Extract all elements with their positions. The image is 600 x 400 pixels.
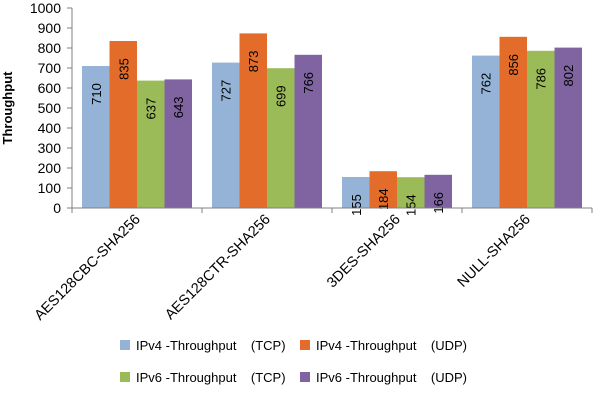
bar-value-label: 856	[506, 54, 521, 76]
bar	[424, 174, 452, 208]
bar-value-label: 643	[171, 97, 186, 119]
legend-label: IPv6 -Throughput (TCP)	[136, 370, 286, 385]
y-tick-label: 500	[38, 100, 62, 116]
bar-value-label: 184	[376, 188, 391, 210]
bar-value-label: 637	[144, 98, 159, 120]
bar	[82, 66, 110, 208]
y-tick-label: 400	[38, 120, 62, 136]
legend-label: IPv4 -Throughput (UDP)	[316, 338, 467, 353]
y-tick-label: 1000	[30, 0, 61, 16]
category-label: NULL-SHA256	[455, 212, 534, 291]
bar-value-label: 699	[274, 85, 289, 107]
y-tick-label: 900	[38, 20, 62, 36]
bar	[212, 62, 240, 208]
bar-value-label: 710	[89, 83, 104, 105]
y-tick-label: 300	[38, 140, 62, 156]
legend-swatch	[300, 340, 310, 350]
bar	[397, 177, 425, 208]
bar	[369, 171, 397, 208]
bar	[239, 33, 267, 209]
bar	[342, 177, 370, 208]
bar	[554, 47, 582, 208]
bar	[164, 79, 192, 209]
y-tick-label: 600	[38, 80, 62, 96]
bar-value-label: 802	[561, 65, 576, 87]
legend-swatch	[300, 372, 310, 382]
bar	[499, 36, 527, 208]
bar-value-label: 786	[534, 68, 549, 90]
axes	[71, 8, 593, 213]
y-tick-label: 800	[38, 40, 62, 56]
bar-value-label: 727	[219, 80, 234, 102]
legend-swatch	[120, 340, 130, 350]
y-axis-label-group: Throughput	[0, 71, 15, 145]
bar-value-label: 835	[116, 58, 131, 80]
y-tick-label: 100	[38, 180, 62, 196]
bar-value-label: 154	[404, 194, 419, 216]
y-ticks: 0 100 200 300 400 500 600 700 800 900 1000	[30, 0, 72, 216]
bar-value-label: 155	[349, 194, 364, 216]
legend-label: IPv6 -Throughput (UDP)	[316, 370, 467, 385]
bar	[472, 55, 500, 208]
bar-value-label: 762	[479, 73, 494, 95]
bar	[294, 54, 322, 208]
bar-value-label: 873	[246, 51, 261, 73]
bar	[527, 50, 555, 208]
bar	[267, 68, 295, 208]
bar	[109, 41, 137, 208]
category-labels: AES128CBC-SHA256 AES128CTR-SHA256 3DES-SHA…	[32, 212, 534, 324]
legend-label: IPv4 -Throughput (TCP)	[136, 338, 286, 353]
y-axis-label: Throughput	[0, 71, 15, 145]
bar	[137, 80, 165, 208]
category-label: 3DES-SHA256	[324, 212, 404, 292]
y-tick-label: 0	[53, 200, 61, 216]
bar-value-label: 766	[301, 72, 316, 94]
bar-value-label: 166	[431, 192, 446, 214]
bars: 710 835 637 643 727 873 699 766 155 184 154 166 762 8…	[82, 33, 582, 216]
legend: IPv4 -Throughput (TCP) IPv4 -Throughput (…	[120, 338, 467, 385]
category-label: AES128CTR-SHA256	[162, 212, 274, 324]
y-tick-label: 700	[38, 60, 62, 76]
y-tick-label: 200	[38, 160, 62, 176]
category-label: AES128CBC-SHA256	[32, 212, 144, 324]
legend-swatch	[120, 372, 130, 382]
